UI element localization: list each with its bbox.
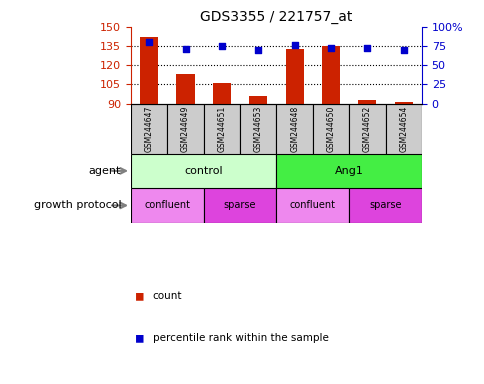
Text: confluent: confluent bbox=[289, 200, 335, 210]
Bar bbox=[358, 100, 376, 104]
Point bbox=[363, 45, 370, 51]
Text: GSM244652: GSM244652 bbox=[362, 106, 371, 152]
Text: GSM244649: GSM244649 bbox=[181, 106, 190, 152]
Bar bbox=[203, 104, 240, 154]
Bar bbox=[394, 103, 412, 104]
Bar bbox=[131, 154, 276, 188]
Bar bbox=[240, 104, 276, 154]
Bar bbox=[276, 188, 348, 223]
Text: confluent: confluent bbox=[144, 200, 190, 210]
Text: count: count bbox=[152, 291, 182, 301]
Text: sparse: sparse bbox=[223, 200, 256, 210]
Bar bbox=[131, 104, 167, 154]
Text: GSM244653: GSM244653 bbox=[253, 106, 262, 152]
Text: sparse: sparse bbox=[368, 200, 401, 210]
Bar bbox=[131, 188, 203, 223]
Text: GSM244650: GSM244650 bbox=[326, 106, 335, 152]
Point bbox=[254, 47, 261, 53]
Title: GDS3355 / 221757_at: GDS3355 / 221757_at bbox=[200, 10, 352, 25]
Text: percentile rank within the sample: percentile rank within the sample bbox=[152, 333, 328, 343]
Bar bbox=[276, 154, 421, 188]
Bar bbox=[249, 96, 267, 104]
Text: GSM244647: GSM244647 bbox=[144, 106, 153, 152]
Bar bbox=[167, 104, 203, 154]
Text: ■: ■ bbox=[136, 289, 143, 302]
Text: GSM244651: GSM244651 bbox=[217, 106, 226, 152]
Point bbox=[290, 42, 298, 48]
Bar bbox=[285, 49, 303, 104]
Point bbox=[145, 39, 152, 45]
Bar bbox=[276, 104, 312, 154]
Point bbox=[181, 46, 189, 52]
Text: agent: agent bbox=[89, 166, 121, 176]
Text: Ang1: Ang1 bbox=[334, 166, 363, 176]
Text: ■: ■ bbox=[136, 331, 143, 344]
Bar bbox=[203, 188, 276, 223]
Point bbox=[399, 47, 407, 53]
Text: GSM244648: GSM244648 bbox=[289, 106, 299, 152]
Point bbox=[217, 43, 225, 49]
Bar bbox=[348, 104, 385, 154]
Bar bbox=[176, 74, 194, 104]
Point bbox=[326, 45, 334, 51]
Text: control: control bbox=[184, 166, 223, 176]
Text: growth protocol: growth protocol bbox=[33, 200, 121, 210]
Bar bbox=[385, 104, 421, 154]
Text: GSM244654: GSM244654 bbox=[398, 106, 408, 152]
Bar bbox=[140, 37, 158, 104]
Bar bbox=[212, 83, 230, 104]
Bar bbox=[312, 104, 348, 154]
Bar bbox=[321, 46, 339, 104]
Bar bbox=[348, 188, 421, 223]
